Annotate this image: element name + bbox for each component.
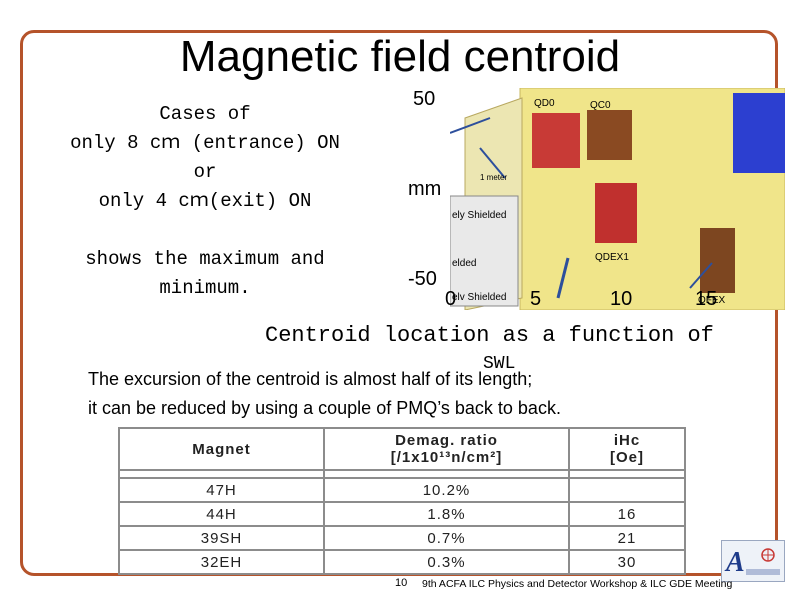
caption-line-2: SWL	[483, 354, 516, 374]
caption-line-1: Centroid location as a function of	[265, 323, 714, 348]
table-spacer	[118, 469, 686, 479]
cases-line-3: or	[193, 161, 217, 183]
shows-line-1: shows the maximum and	[85, 248, 325, 270]
cell-demag: 0.3%	[323, 549, 570, 575]
header-ihc: iHc [Oe]	[568, 427, 686, 471]
label-meter: 1 meter	[480, 173, 507, 182]
cell-magnet: 47H	[118, 477, 325, 503]
cell-demag: 10.2%	[323, 477, 570, 503]
arrow-3	[556, 257, 570, 299]
cell-magnet: 44H	[118, 501, 325, 527]
table-header-row: Magnet Demag. ratio [/1x10¹³n/cm²] iHc [Oe…	[118, 427, 686, 471]
page-number: 10	[395, 577, 408, 589]
x-tick-5: 5	[530, 288, 542, 310]
y-axis-unit-label: mm	[408, 178, 442, 200]
header-magnet: Magnet	[118, 427, 325, 471]
x-tick-10: 10	[610, 288, 633, 310]
red-magnet-qd0	[532, 113, 580, 168]
cases-description: Cases of only 8 cｍ (entrance) ON or only…	[40, 100, 370, 216]
arrow-4	[689, 262, 713, 289]
figure-caption: Centroid location as a function of SWL	[265, 322, 765, 374]
cell-ihc: 21	[568, 525, 686, 551]
brown-magnet-qc0	[587, 110, 632, 160]
cell-magnet: 32EH	[118, 549, 325, 575]
cell-ihc: 16	[568, 501, 686, 527]
cell-ihc: 30	[568, 549, 686, 575]
slide-title: Magnetic field centroid	[179, 32, 621, 81]
y-axis-bottom-label: -50	[408, 268, 437, 290]
cases-line-1: Cases of	[159, 103, 251, 125]
red-magnet-qdex1	[595, 183, 637, 243]
x-tick-15: 15	[695, 288, 718, 310]
magnet-table: Magnet Demag. ratio [/1x10¹³n/cm²] iHc [Oe…	[118, 427, 686, 575]
label-qd0: QD0	[534, 98, 555, 109]
label-elded: elded	[452, 258, 476, 269]
label-elv-shielded: elv Shielded	[452, 292, 506, 303]
blue-magnet	[733, 93, 785, 173]
body-text: The excursion of the centroid is almost …	[88, 365, 778, 423]
cell-demag: 0.7%	[323, 525, 570, 551]
label-ely-shielded: ely Shielded	[452, 210, 506, 221]
body-line-2: it can be reduced by using a couple of P…	[88, 398, 561, 418]
table-row: 44H 1.8% 16	[118, 501, 686, 527]
magnet-layout-svg: QD0 QC0 QDEX1 QFEX 1 meter ely Shielded …	[450, 88, 785, 310]
cases-line-4: only 4 cｍ(exit) ON	[98, 190, 312, 212]
svg-text:A: A	[724, 547, 745, 578]
cell-demag: 1.8%	[323, 501, 570, 527]
label-qc0: QC0	[590, 100, 611, 111]
y-axis-top-label: 50	[413, 88, 436, 110]
logo-icon: A	[724, 547, 780, 578]
workshop-logo: A	[721, 540, 785, 582]
table-row: 32EH 0.3% 30	[118, 549, 686, 575]
magnet-layout-figure: QD0 QC0 QDEX1 QFEX 1 meter ely Shielded …	[450, 88, 785, 310]
body-line-1: The excursion of the centroid is almost …	[88, 369, 533, 389]
x-tick-0: 0	[445, 288, 457, 310]
brown-magnet-qfex	[700, 228, 735, 293]
shows-line-2: minimum.	[159, 277, 251, 299]
table-row: 39SH 0.7% 21	[118, 525, 686, 551]
shield-box	[450, 195, 519, 307]
header-demag-ratio: Demag. ratio [/1x10¹³n/cm²]	[323, 427, 570, 471]
cases-line-2: only 8 cｍ (entrance) ON	[70, 132, 340, 154]
label-qfex: QFEX	[698, 295, 726, 306]
label-qdex1: QDEX1	[595, 252, 629, 263]
table-row: 47H 10.2%	[118, 477, 686, 503]
cell-magnet: 39SH	[118, 525, 325, 551]
cell-ihc	[568, 477, 686, 503]
arrow-1	[450, 117, 491, 134]
arrow-2	[479, 147, 506, 179]
footer-text: 9th ACFA ILC Physics and Detector Worksh…	[422, 578, 733, 590]
shows-description: shows the maximum and minimum.	[60, 245, 350, 303]
